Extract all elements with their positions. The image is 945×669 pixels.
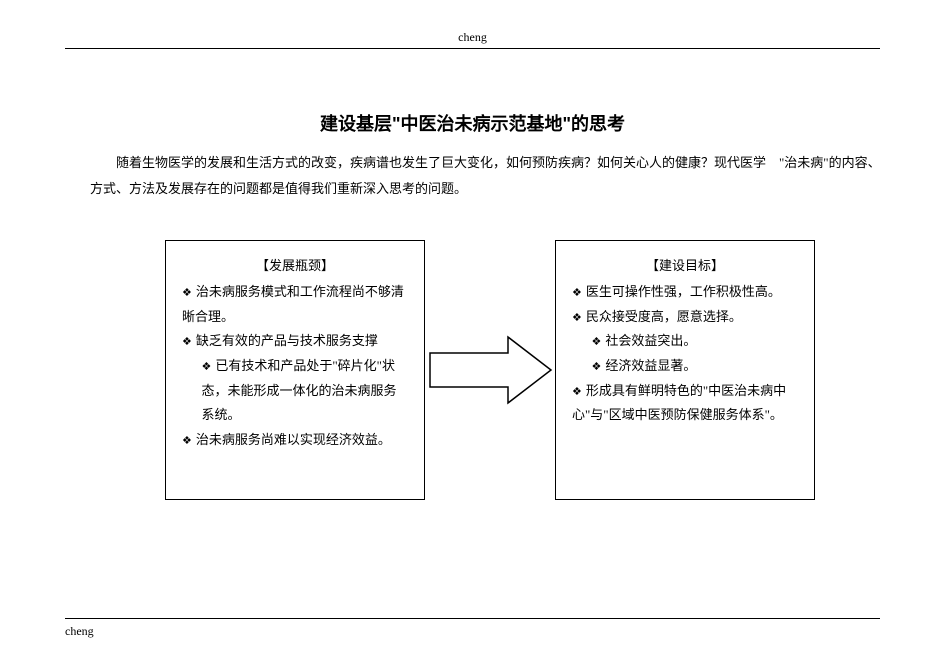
- box-goal-title: 【建设目标】: [572, 255, 798, 274]
- diagram: 【发展瓶颈】 治未病服务模式和工作流程尚不够清晰合理。 缺乏有效的产品与技术服务…: [0, 240, 945, 560]
- header-label: cheng: [458, 30, 487, 45]
- list-item: 缺乏有效的产品与技术服务支撑: [182, 329, 408, 354]
- list-item: 经济效益显著。: [572, 354, 798, 379]
- list-item: 已有技术和产品处于"碎片化"状态，未能形成一体化的治未病服务系统。: [182, 354, 408, 428]
- box-bottleneck-title: 【发展瓶颈】: [182, 255, 408, 274]
- arrow-icon: [428, 335, 553, 405]
- list-item: 形成具有鲜明特色的"中医治未病中心"与"区域中医预防保健服务体系"。: [572, 379, 798, 428]
- box-goal: 【建设目标】 医生可操作性强，工作积极性高。 民众接受度高，愿意选择。 社会效益…: [555, 240, 815, 500]
- intro-paragraph: 随着生物医学的发展和生活方式的改变，疾病谱也发生了巨大变化，如何预防疾病？如何关…: [90, 150, 890, 202]
- footer-label: cheng: [65, 624, 94, 639]
- box-bottleneck: 【发展瓶颈】 治未病服务模式和工作流程尚不够清晰合理。 缺乏有效的产品与技术服务…: [165, 240, 425, 500]
- list-item: 治未病服务尚难以实现经济效益。: [182, 428, 408, 453]
- box-bottleneck-list: 治未病服务模式和工作流程尚不够清晰合理。 缺乏有效的产品与技术服务支撑 已有技术…: [182, 280, 408, 453]
- header-rule: [65, 48, 880, 49]
- page-title: 建设基层"中医治未病示范基地"的思考: [0, 110, 945, 136]
- list-item: 社会效益突出。: [572, 329, 798, 354]
- footer-rule: [65, 618, 880, 619]
- arrow-shape: [430, 337, 551, 403]
- list-item: 民众接受度高，愿意选择。: [572, 305, 798, 330]
- list-item: 医生可操作性强，工作积极性高。: [572, 280, 798, 305]
- box-goal-list: 医生可操作性强，工作积极性高。 民众接受度高，愿意选择。 社会效益突出。 经济效…: [572, 280, 798, 428]
- list-item: 治未病服务模式和工作流程尚不够清晰合理。: [182, 280, 408, 329]
